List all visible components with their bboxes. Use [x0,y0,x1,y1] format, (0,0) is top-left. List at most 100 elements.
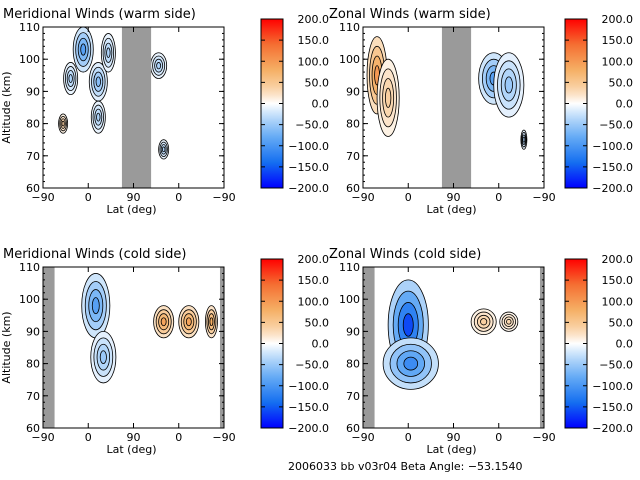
colorbar-tick-label: −50.0 [295,119,329,132]
colorbar-tick-label: −50.0 [295,359,329,372]
contour-blob [402,313,414,337]
colorbar-tick-label: −100.0 [592,140,633,153]
y-tick-label: 110 [19,21,40,34]
contour-blob [96,112,101,122]
colorbar-tick-label: 150.0 [298,34,330,47]
contour-blob [506,318,512,325]
y-tick-label: 80 [346,358,360,371]
colorbar-tick-label: 150.0 [602,274,634,287]
y-tick-label: 80 [26,118,40,131]
x-tick-label: 0 [405,431,412,444]
footer-text: 2006033 bb v03r04 Beta Angle: −53.1540 [288,460,523,473]
contour-blob [522,136,526,143]
x-tick-label: 90 [127,431,141,444]
y-axis-label: Altitude (km) [0,71,13,143]
x-axis-label: Lat (deg) [107,443,157,456]
colorbar-tick-label: 200.0 [602,253,634,266]
y-tick-label: 90 [26,325,40,338]
contour-blob [99,350,107,365]
colorbar-tick-label: 50.0 [609,76,634,89]
contour-blob [95,76,101,87]
colorbar-tick-label: 50.0 [609,316,634,329]
x-tick-label: −90 [31,191,54,204]
colorbar-tick-label: −100.0 [288,140,329,153]
x-tick-label: −90 [532,191,555,204]
y-tick-label: 80 [346,118,360,131]
colorbar-tick-label: −200.0 [592,182,633,195]
colorbar-tick-label: 0.0 [312,338,330,351]
no-data-band [43,267,55,428]
panel-title: Zonal Winds (cold side) [329,247,481,262]
y-tick-label: 70 [346,390,360,403]
x-axis-label: Lat (deg) [427,443,477,456]
x-tick-label: 90 [127,191,141,204]
colorbar-tick-label: −200.0 [288,182,329,195]
no-data-band [121,27,152,188]
x-tick-label: 0 [175,431,182,444]
panel-2: 60 70 80 90 100 110 −90 0 90 0 −90 Zonal Winds (war… [329,7,633,216]
x-tick-label: 0 [85,431,92,444]
colorbar-tick-label: −150.0 [288,401,329,414]
contour-blob [209,317,214,327]
x-tick-label: −90 [31,431,54,444]
x-tick-label: −90 [351,191,374,204]
plot-area [366,27,528,188]
colorbar-tick-label: 100.0 [298,295,330,308]
panel-title: Meridional Winds (cold side) [3,247,186,262]
no-data-band [539,267,544,428]
x-axis-label: Lat (deg) [107,203,157,216]
colorbar-tick-label: 100.0 [298,55,330,68]
colorbar-tick-label: −100.0 [592,380,633,393]
colorbar-tick-label: 150.0 [602,34,634,47]
contour-blob [61,120,65,127]
contour-blob [91,297,100,315]
colorbar-tick-label: 200.0 [298,253,330,266]
y-tick-label: 90 [26,85,40,98]
y-tick-label: 60 [26,422,40,435]
no-data-band [363,267,375,428]
y-tick-label: 70 [26,150,40,163]
colorbar-tick-label: −200.0 [288,422,329,435]
x-tick-label: 0 [495,191,502,204]
plot-area [58,27,170,188]
panel-1: 60 70 80 90 100 110 −90 0 90 0 −90 Meridional Winds… [0,7,329,216]
x-tick-label: 90 [447,431,461,444]
x-tick-label: 90 [447,191,461,204]
y-tick-label: 100 [339,53,360,66]
y-tick-label: 80 [26,358,40,371]
colorbar-tick-label: 0.0 [616,98,634,111]
colorbar-tick-label: 100.0 [602,295,634,308]
plot-area [363,267,544,428]
x-tick-label: −90 [212,191,235,204]
x-tick-label: −90 [351,431,374,444]
colorbar-tick-label: −100.0 [288,380,329,393]
colorbar-tick-label: −50.0 [599,359,633,372]
colorbar-tick-label: −150.0 [288,161,329,174]
y-tick-label: 100 [19,293,40,306]
y-tick-label: 100 [339,293,360,306]
contour-blob [106,47,111,58]
y-tick-label: 70 [346,150,360,163]
contour-blob [68,74,73,83]
colorbar-tick-label: −150.0 [592,401,633,414]
contour-blob [160,317,167,327]
contour-blob [185,317,192,327]
panel-4: 60 70 80 90 100 110 −90 0 90 0 −90 Zonal Winds (col… [329,247,633,456]
y-tick-label: 60 [346,422,360,435]
colorbar-tick-label: 50.0 [305,76,330,89]
colorbar-tick-label: 200.0 [298,13,330,26]
no-data-band [219,267,224,428]
y-tick-label: 110 [19,261,40,274]
colorbar-tick-label: 0.0 [312,98,330,111]
y-tick-label: 100 [19,53,40,66]
panel-title: Zonal Winds (warm side) [329,7,491,22]
x-tick-label: −90 [212,431,235,444]
x-tick-label: 0 [85,191,92,204]
x-tick-label: 0 [175,191,182,204]
colorbar-tick-label: 0.0 [616,338,634,351]
contour-blob [156,62,162,70]
colorbar-tick-label: 150.0 [298,274,330,287]
plot-frame [42,266,225,429]
contour-blob [80,43,87,56]
